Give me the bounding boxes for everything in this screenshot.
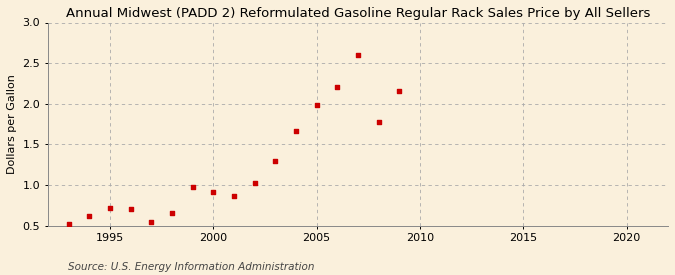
Point [311,102,322,107]
Point [229,193,240,198]
Point [146,219,157,224]
Point [332,84,343,89]
Point [84,214,95,218]
Point [270,158,281,163]
Y-axis label: Dollars per Gallon: Dollars per Gallon [7,74,17,174]
Point [394,89,405,93]
Point [125,207,136,212]
Point [105,206,115,210]
Point [208,189,219,194]
Point [63,222,74,226]
Point [373,120,384,125]
Title: Annual Midwest (PADD 2) Reformulated Gasoline Regular Rack Sales Price by All Se: Annual Midwest (PADD 2) Reformulated Gas… [65,7,650,20]
Point [352,53,363,57]
Point [290,128,301,133]
Point [249,180,260,185]
Point [167,211,178,216]
Point [187,185,198,189]
Text: Source: U.S. Energy Information Administration: Source: U.S. Energy Information Administ… [68,262,314,272]
